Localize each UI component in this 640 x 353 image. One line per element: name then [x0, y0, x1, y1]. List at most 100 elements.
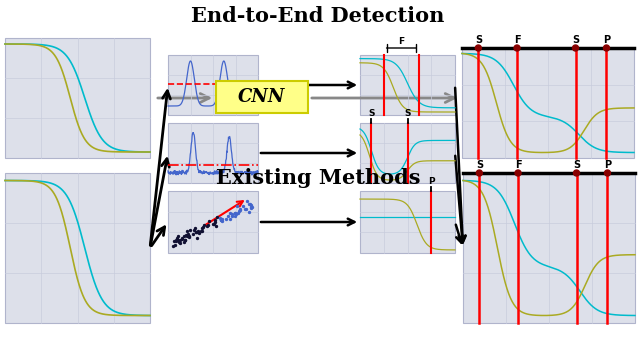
- Point: [182, 233, 193, 239]
- Point: [173, 237, 183, 243]
- Text: P: P: [603, 35, 610, 45]
- Point: [241, 206, 252, 212]
- Text: F: F: [514, 35, 520, 45]
- Point: [216, 218, 227, 224]
- Bar: [168, 123, 258, 183]
- Point: [173, 233, 184, 239]
- Point: [180, 237, 190, 243]
- Point: [202, 223, 212, 229]
- Point: [227, 213, 237, 219]
- Circle shape: [476, 170, 483, 176]
- Point: [182, 229, 193, 234]
- Point: [188, 231, 198, 237]
- Point: [247, 204, 257, 209]
- Point: [221, 217, 231, 222]
- Point: [184, 233, 194, 239]
- Point: [230, 210, 241, 216]
- Point: [207, 222, 218, 227]
- Text: End-to-End Detection: End-to-End Detection: [191, 6, 445, 26]
- Text: P: P: [604, 160, 611, 170]
- Point: [209, 222, 220, 227]
- Point: [177, 235, 188, 241]
- Point: [181, 232, 191, 238]
- Bar: [5, 38, 150, 158]
- Point: [169, 238, 179, 244]
- Point: [192, 235, 202, 241]
- Bar: [168, 55, 258, 115]
- Point: [203, 222, 213, 228]
- FancyBboxPatch shape: [216, 81, 308, 113]
- Bar: [5, 173, 150, 323]
- Bar: [360, 191, 455, 253]
- Text: S: S: [368, 109, 374, 118]
- Bar: [462, 48, 634, 158]
- Point: [243, 209, 253, 215]
- Point: [172, 235, 182, 241]
- Text: S: S: [572, 35, 579, 45]
- Bar: [168, 191, 258, 253]
- Point: [235, 207, 245, 213]
- Point: [190, 225, 200, 231]
- Point: [199, 222, 209, 228]
- Point: [194, 231, 204, 236]
- Point: [193, 228, 203, 234]
- Point: [198, 225, 208, 230]
- Point: [216, 217, 227, 223]
- Point: [234, 206, 244, 212]
- Text: F: F: [398, 37, 404, 46]
- Point: [230, 213, 240, 219]
- Point: [171, 237, 181, 243]
- Point: [175, 237, 185, 243]
- Text: S: S: [475, 35, 482, 45]
- Point: [182, 232, 193, 238]
- Point: [233, 210, 243, 216]
- Point: [225, 210, 235, 216]
- Point: [179, 233, 189, 239]
- Point: [246, 205, 256, 210]
- Point: [168, 244, 178, 249]
- Point: [242, 198, 252, 204]
- Text: S: S: [476, 160, 483, 170]
- Circle shape: [514, 45, 520, 51]
- Bar: [360, 55, 455, 115]
- Text: S: S: [573, 160, 580, 170]
- Point: [232, 203, 243, 209]
- Point: [191, 229, 202, 235]
- Point: [227, 211, 237, 216]
- Point: [223, 213, 233, 219]
- Text: CNN: CNN: [238, 88, 285, 106]
- Circle shape: [604, 45, 609, 51]
- Point: [180, 237, 190, 243]
- Point: [210, 217, 220, 223]
- Point: [177, 236, 187, 242]
- Point: [184, 234, 194, 240]
- Point: [179, 240, 189, 245]
- Point: [212, 214, 222, 220]
- Bar: [463, 173, 635, 323]
- Point: [216, 217, 226, 223]
- Point: [225, 216, 235, 221]
- Point: [196, 228, 207, 234]
- Point: [183, 232, 193, 237]
- Point: [237, 203, 248, 209]
- Circle shape: [476, 45, 481, 51]
- Circle shape: [573, 45, 579, 51]
- Point: [173, 239, 184, 245]
- Point: [244, 201, 255, 207]
- Point: [170, 242, 180, 248]
- Point: [184, 228, 195, 233]
- Point: [209, 219, 220, 225]
- Point: [171, 238, 181, 244]
- Point: [216, 215, 226, 221]
- Point: [204, 219, 214, 224]
- Point: [231, 211, 241, 217]
- Circle shape: [515, 170, 521, 176]
- Point: [246, 202, 256, 208]
- Point: [234, 209, 244, 214]
- Text: S: S: [404, 109, 411, 118]
- Point: [211, 223, 221, 228]
- Point: [246, 205, 256, 210]
- Point: [244, 201, 255, 207]
- Circle shape: [605, 170, 611, 176]
- Point: [240, 206, 250, 211]
